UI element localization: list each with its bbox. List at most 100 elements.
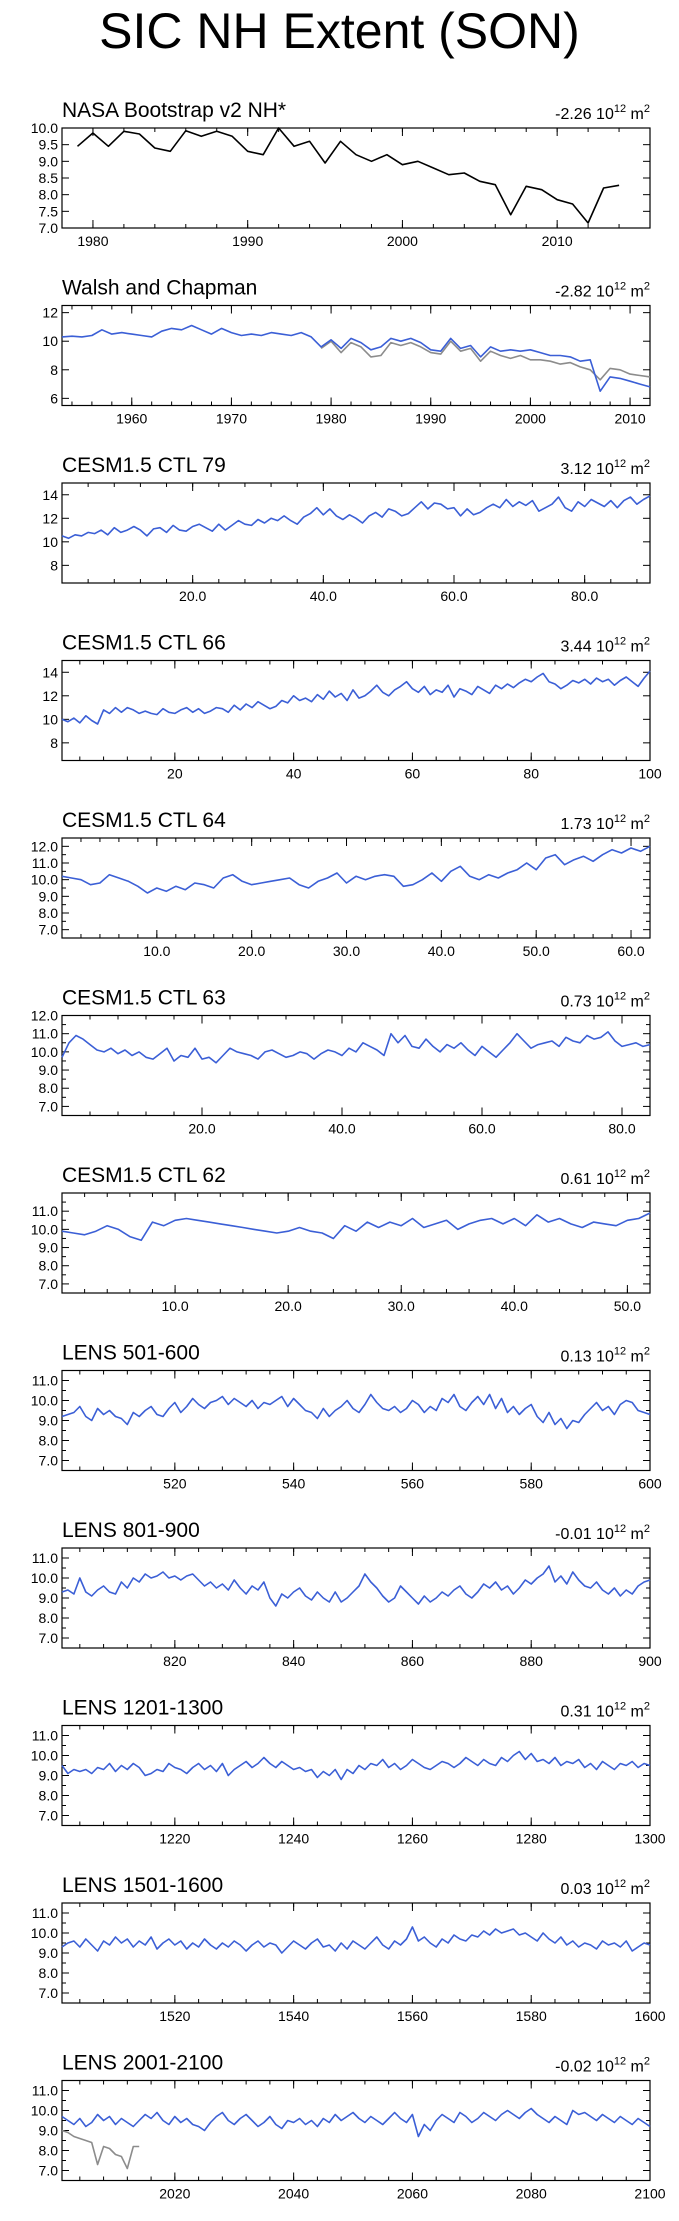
y-tick-label: 12 bbox=[42, 510, 58, 526]
trend-value: 0.13 10 bbox=[560, 1349, 613, 1366]
trend-unit-exponent: 2 bbox=[644, 1701, 650, 1713]
y-tick-label: 11.0 bbox=[32, 1203, 58, 1219]
y-tick-label: 11.0 bbox=[32, 2083, 58, 2099]
trend-label: -0.02 1012 m2 bbox=[555, 2056, 650, 2076]
chart-panel-9: LENS 801-900 -0.01 1012 m2 7.0 8.0 9.0 10.0 11… bbox=[31, 1519, 662, 1669]
x-tick-label: 2010 bbox=[614, 411, 645, 427]
x-tick-label: 60.0 bbox=[468, 1121, 495, 1137]
x-tick-label: 1960 bbox=[116, 411, 147, 427]
y-tick-label: 11.0 bbox=[32, 855, 58, 871]
x-tick-label: 2080 bbox=[516, 2186, 547, 2202]
x-tick-label: 80 bbox=[523, 766, 539, 782]
x-tick-label: 1600 bbox=[634, 2008, 665, 2024]
trend-exponent: 12 bbox=[614, 991, 626, 1003]
trend-exponent: 12 bbox=[614, 103, 626, 115]
panel-title: LENS 1501-1600 bbox=[62, 1874, 223, 1897]
chart-panel-12: LENS 2001-2100 -0.02 1012 m2 7.0 8.0 9.0 10.0… bbox=[31, 2052, 666, 2202]
trend-exponent: 12 bbox=[614, 1168, 626, 1180]
x-tick-label: 580 bbox=[520, 1476, 544, 1492]
trend-exponent: 12 bbox=[614, 1878, 626, 1890]
y-tick-label: 10.0 bbox=[31, 1221, 58, 1237]
y-tick-label: 7.0 bbox=[39, 220, 59, 236]
trend-label: 0.73 1012 m2 bbox=[560, 991, 650, 1011]
x-tick-label: 2040 bbox=[278, 2186, 309, 2202]
trend-value: 0.03 10 bbox=[560, 1881, 613, 1898]
x-tick-label: 60 bbox=[405, 766, 421, 782]
panel-title: CESM1.5 CTL 64 bbox=[62, 809, 226, 832]
trend-unit: m bbox=[626, 2059, 644, 2076]
trend-unit: m bbox=[626, 994, 644, 1011]
x-tick-label: 1990 bbox=[232, 233, 263, 249]
main-title: SIC NH Extent (SON) bbox=[99, 3, 580, 59]
y-tick-label: 10.0 bbox=[31, 1925, 58, 1941]
plot-frame bbox=[61, 1724, 651, 1827]
trend-unit: m bbox=[626, 816, 644, 833]
x-tick-label: 80.0 bbox=[571, 588, 598, 604]
trend-value: 0.31 10 bbox=[560, 1704, 613, 1721]
trend-exponent: 12 bbox=[614, 1523, 626, 1535]
x-tick-label: 520 bbox=[163, 1476, 187, 1492]
x-tick-label: 100 bbox=[638, 766, 662, 782]
plot-frame bbox=[61, 1902, 651, 2004]
trend-unit-exponent: 2 bbox=[644, 1523, 650, 1535]
x-tick-label: 20 bbox=[167, 766, 183, 782]
y-tick-label: 7.0 bbox=[39, 1098, 59, 1114]
series-line-blue bbox=[61, 670, 651, 725]
x-tick-label: 40.0 bbox=[310, 588, 337, 604]
y-tick-label: 7.0 bbox=[39, 1630, 59, 1646]
y-tick-label: 12 bbox=[42, 305, 58, 321]
y-tick-label: 10.0 bbox=[31, 872, 58, 888]
chart-panel-11: LENS 1501-1600 0.03 1012 m2 7.0 8.0 9.0 10.0 1… bbox=[31, 1874, 666, 2024]
y-tick-label: 8.0 bbox=[39, 1965, 59, 1981]
y-tick-label: 11.0 bbox=[32, 1905, 58, 1921]
y-tick-label: 10.0 bbox=[31, 120, 58, 136]
y-tick-label: 10.0 bbox=[31, 1748, 58, 1764]
x-tick-label: 2100 bbox=[634, 2186, 665, 2202]
y-tick-label: 7.0 bbox=[39, 1276, 59, 1292]
y-tick-label: 9.0 bbox=[39, 1945, 59, 1961]
x-tick-label: 10.0 bbox=[161, 1298, 188, 1314]
x-tick-label: 1540 bbox=[278, 2008, 309, 2024]
x-tick-label: 20.0 bbox=[179, 588, 206, 604]
y-tick-label: 14 bbox=[42, 487, 58, 503]
trend-exponent: 12 bbox=[614, 813, 626, 825]
y-tick-label: 9.0 bbox=[39, 1590, 59, 1606]
trend-label: -0.01 1012 m2 bbox=[555, 1523, 650, 1543]
series-line-blue bbox=[61, 1926, 651, 1954]
trend-unit: m bbox=[626, 1349, 644, 1366]
y-tick-label: 8 bbox=[50, 735, 58, 751]
x-tick-label: 2000 bbox=[515, 411, 546, 427]
chart-panel-10: LENS 1201-1300 0.31 1012 m2 7.0 8.0 9.0 10.0 1… bbox=[31, 1697, 666, 1847]
x-tick-label: 2020 bbox=[159, 2186, 190, 2202]
x-tick-label: 540 bbox=[282, 1476, 306, 1492]
chart-panel-1: NASA Bootstrap v2 NH* -2.26 1012 m2 7.07.5… bbox=[31, 99, 651, 249]
panel-title: CESM1.5 CTL 62 bbox=[62, 1164, 226, 1187]
trend-value: 0.61 10 bbox=[560, 1171, 613, 1188]
trend-value: 3.12 10 bbox=[560, 461, 613, 478]
x-tick-label: 1560 bbox=[397, 2008, 428, 2024]
x-tick-label: 20.0 bbox=[188, 1121, 215, 1137]
x-tick-label: 1970 bbox=[216, 411, 247, 427]
y-tick-label: 9.0 bbox=[39, 2123, 59, 2139]
trend-label: -2.82 1012 m2 bbox=[555, 281, 650, 301]
y-tick-label: 11.0 bbox=[32, 1728, 58, 1744]
x-tick-label: 840 bbox=[282, 1653, 306, 1669]
x-tick-label: 60.0 bbox=[617, 943, 644, 959]
y-tick-label: 9.0 bbox=[39, 1062, 59, 1078]
trend-label: 0.61 1012 m2 bbox=[560, 1168, 650, 1188]
panel-title: CESM1.5 CTL 63 bbox=[62, 987, 226, 1010]
x-tick-label: 10.0 bbox=[143, 943, 170, 959]
trend-unit-exponent: 2 bbox=[644, 2056, 650, 2068]
trend-label: -2.26 1012 m2 bbox=[555, 103, 650, 123]
y-tick-label: 7.0 bbox=[39, 2163, 59, 2179]
y-tick-label: 8 bbox=[50, 557, 58, 573]
y-tick-label: 8.0 bbox=[39, 1258, 59, 1274]
y-tick-label: 9.0 bbox=[39, 153, 59, 169]
x-tick-label: 40.0 bbox=[501, 1298, 528, 1314]
plot-frame bbox=[61, 1192, 651, 1294]
series-line-blue bbox=[61, 1565, 651, 1607]
x-tick-label: 30.0 bbox=[333, 943, 360, 959]
y-tick-label: 12.0 bbox=[31, 838, 58, 854]
